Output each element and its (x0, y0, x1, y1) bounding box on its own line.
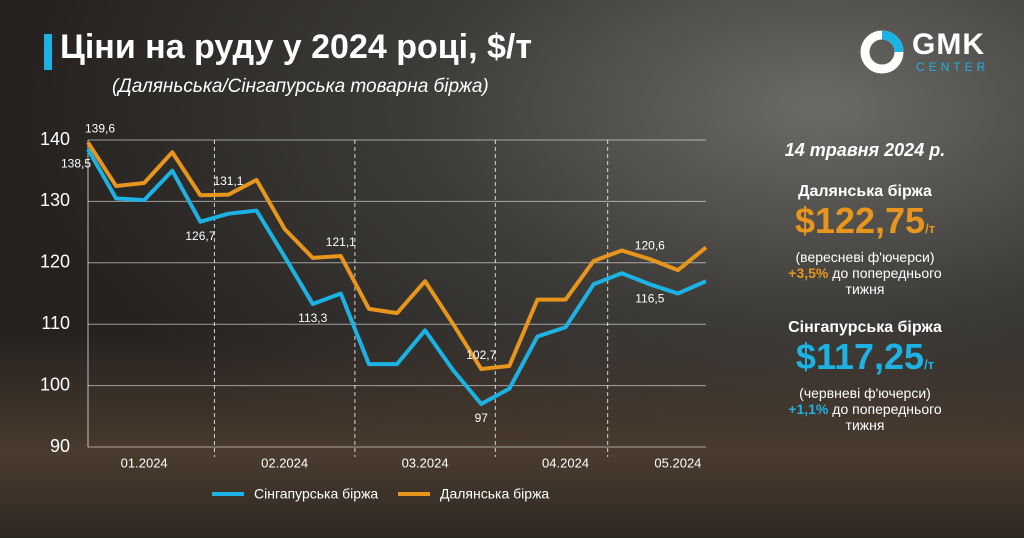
x-tick-label: 04.2024 (542, 455, 589, 470)
price: $122,75/т (760, 201, 970, 249)
logo-name: GMK (912, 28, 985, 61)
y-tick-label: 110 (41, 313, 70, 333)
logo-icon (860, 30, 904, 74)
change-note: до попереднього тижня (832, 265, 942, 297)
sidebar: 14 травня 2024 р. Далянська біржа $122,75… (760, 140, 970, 455)
data-label: 126,7 (185, 229, 215, 243)
title-accent (44, 34, 52, 70)
change-line: +3,5% до попереднього тижня (785, 265, 945, 297)
data-label: 138,5 (61, 156, 91, 170)
data-label: 102,7 (466, 348, 496, 362)
data-label: 113,3 (298, 311, 327, 325)
change-line: +1,1% до попереднього тижня (785, 401, 945, 433)
exchange: Далянська біржа $122,75/т (вересневі ф'юче… (760, 183, 970, 297)
logo: GMK CENTER (860, 28, 1000, 78)
data-label: 116,5 (635, 291, 664, 305)
y-tick-label: 90 (50, 436, 70, 456)
series-line (86, 141, 708, 372)
data-label: 121,1 (326, 235, 356, 249)
data-label: 120,6 (635, 238, 665, 252)
title: Ціни на руду у 2024 році, $/т (60, 28, 533, 66)
change: +1,1% (788, 401, 829, 417)
change: +3,5% (788, 265, 829, 281)
price: $117,25/т (760, 337, 970, 385)
exchange: Сінгапурська біржа $117,25/т (червневі ф'ю… (760, 319, 970, 433)
data-label: 97 (475, 411, 489, 425)
contract: (червневі ф'ючерси) (799, 385, 931, 401)
price-value: $122,75 (794, 200, 926, 241)
x-tick-label: 01.2024 (121, 455, 168, 470)
legend-label: Далянська біржа (440, 486, 549, 502)
x-tick-label: 05.2024 (654, 455, 701, 470)
chart: 90 100 110 120 130 140 01.2024 02.2024 03.2024 04… (40, 122, 708, 502)
exchange-name: Сінгапурська біржа (788, 319, 942, 336)
series-line (86, 148, 707, 407)
y-tick-label: 100 (40, 374, 70, 394)
legend-label: Сінгапурська біржа (254, 486, 378, 502)
price-unit: /т (925, 221, 936, 236)
price-unit: /т (924, 357, 935, 372)
y-tick-label: 120 (40, 252, 70, 272)
x-tick-label: 03.2024 (402, 455, 449, 470)
contract: (вересневі ф'ючерси) (795, 249, 935, 265)
data-label: 131,1 (213, 174, 243, 188)
y-tick-label: 130 (40, 190, 70, 210)
date: 14 травня 2024 р. (784, 140, 946, 160)
y-tick-label: 140 (40, 129, 70, 149)
logo-tagline: CENTER (916, 60, 990, 74)
subtitle: (Даляньська/Сінгапурська товарна біржа) (112, 76, 489, 97)
change-note: до попереднього тижня (832, 401, 942, 433)
price-value: $117,25 (795, 336, 925, 377)
data-label: 139,6 (85, 122, 115, 136)
exchange-name: Далянська біржа (798, 183, 932, 200)
x-tick-label: 02.2024 (261, 455, 308, 470)
